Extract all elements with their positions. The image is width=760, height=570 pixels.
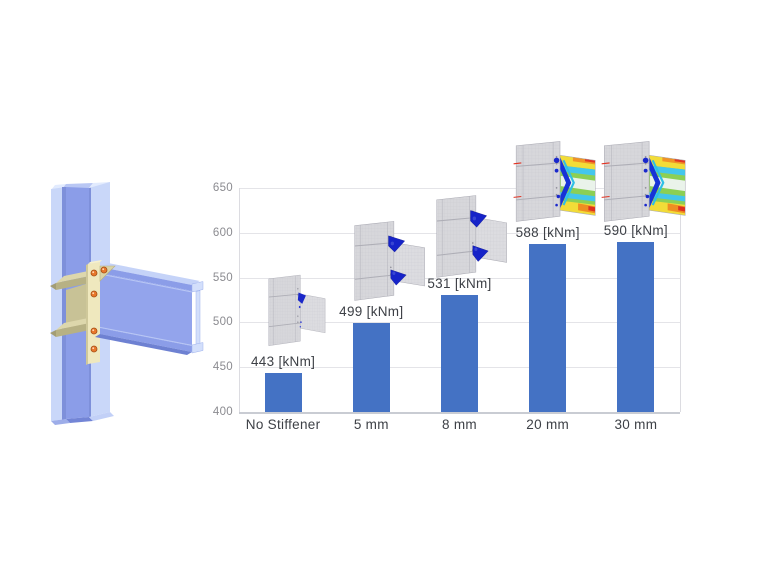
fea-thumbnail-30mm (599, 138, 687, 224)
bar-value-label: 588 [kNm] (515, 224, 580, 240)
bolt-highlight (92, 271, 95, 274)
bolt (90, 290, 98, 298)
bolt-highlight (102, 268, 105, 271)
bar (529, 243, 567, 412)
y-tick-label: 400 (212, 406, 233, 418)
y-tick-label: 600 (212, 226, 233, 239)
beam-web (100, 273, 192, 346)
bar-value-label: 443 [kNm] (250, 354, 316, 370)
end-plate-top (88, 260, 102, 264)
column-bottom-face (89, 412, 114, 421)
beam-end-bottom-flange (191, 342, 204, 354)
end-plate (88, 262, 100, 364)
upper-stiffener-edge (56, 276, 90, 290)
bolt (90, 345, 98, 353)
flange-web-shadow (62, 187, 66, 420)
x-axis-line (239, 411, 680, 414)
x-category-label: No Stiffener (245, 417, 321, 432)
beam-end-top-flange (191, 281, 204, 293)
y-tick-label: 650 (212, 182, 233, 194)
web-doubler-plate (66, 283, 89, 330)
beam-highlight (99, 273, 193, 293)
fea-thumbnail-20mm (511, 138, 597, 224)
gridline (239, 277, 680, 279)
upper-stiffener-tip (50, 283, 56, 290)
beam-underside (95, 334, 192, 355)
bar-value-label: 499 [kNm] (339, 304, 404, 320)
plot-border-right (680, 188, 681, 412)
x-category-label: 20 mm (526, 417, 570, 432)
x-category-label: 8 mm (442, 417, 477, 432)
lower-stiffener-edge (56, 323, 90, 337)
bolt-highlight (92, 329, 95, 332)
bar (441, 294, 478, 412)
column-bottom-face (66, 417, 93, 423)
lower-stiffener-tip (50, 330, 56, 337)
fea-thumbnail-5mm (350, 218, 427, 303)
bar-value-label: 531 [kNm] (427, 275, 492, 291)
beam-top-flange-face (100, 263, 200, 285)
column-bottom-face (51, 419, 70, 425)
beam-bottom-flange-edge (100, 328, 192, 352)
bolt-highlight (92, 347, 95, 350)
bar (617, 241, 655, 412)
fea-thumbnail-8mm (432, 192, 509, 280)
bar-value-label: 590 [kNm] (603, 222, 668, 238)
bolt-group (90, 266, 108, 353)
x-category-label: 30 mm (614, 417, 658, 432)
x-category-label: 5 mm (353, 417, 389, 432)
bolt (90, 327, 98, 335)
bolt (90, 269, 98, 277)
bar (352, 323, 390, 412)
bolt (100, 266, 108, 274)
y-tick-label: 550 (212, 271, 233, 284)
beam-top-flange-edge (100, 267, 192, 291)
gridline (239, 188, 680, 189)
end-plate-edge (86, 264, 88, 365)
y-tick-label: 450 (212, 361, 233, 374)
beam-highlight (99, 326, 193, 346)
bolt-highlight (92, 292, 95, 295)
fea-thumbnail-no-stiffener (265, 272, 327, 348)
y-tick-label: 500 (212, 316, 233, 329)
plot-border-left (239, 188, 240, 412)
bar (264, 373, 302, 412)
